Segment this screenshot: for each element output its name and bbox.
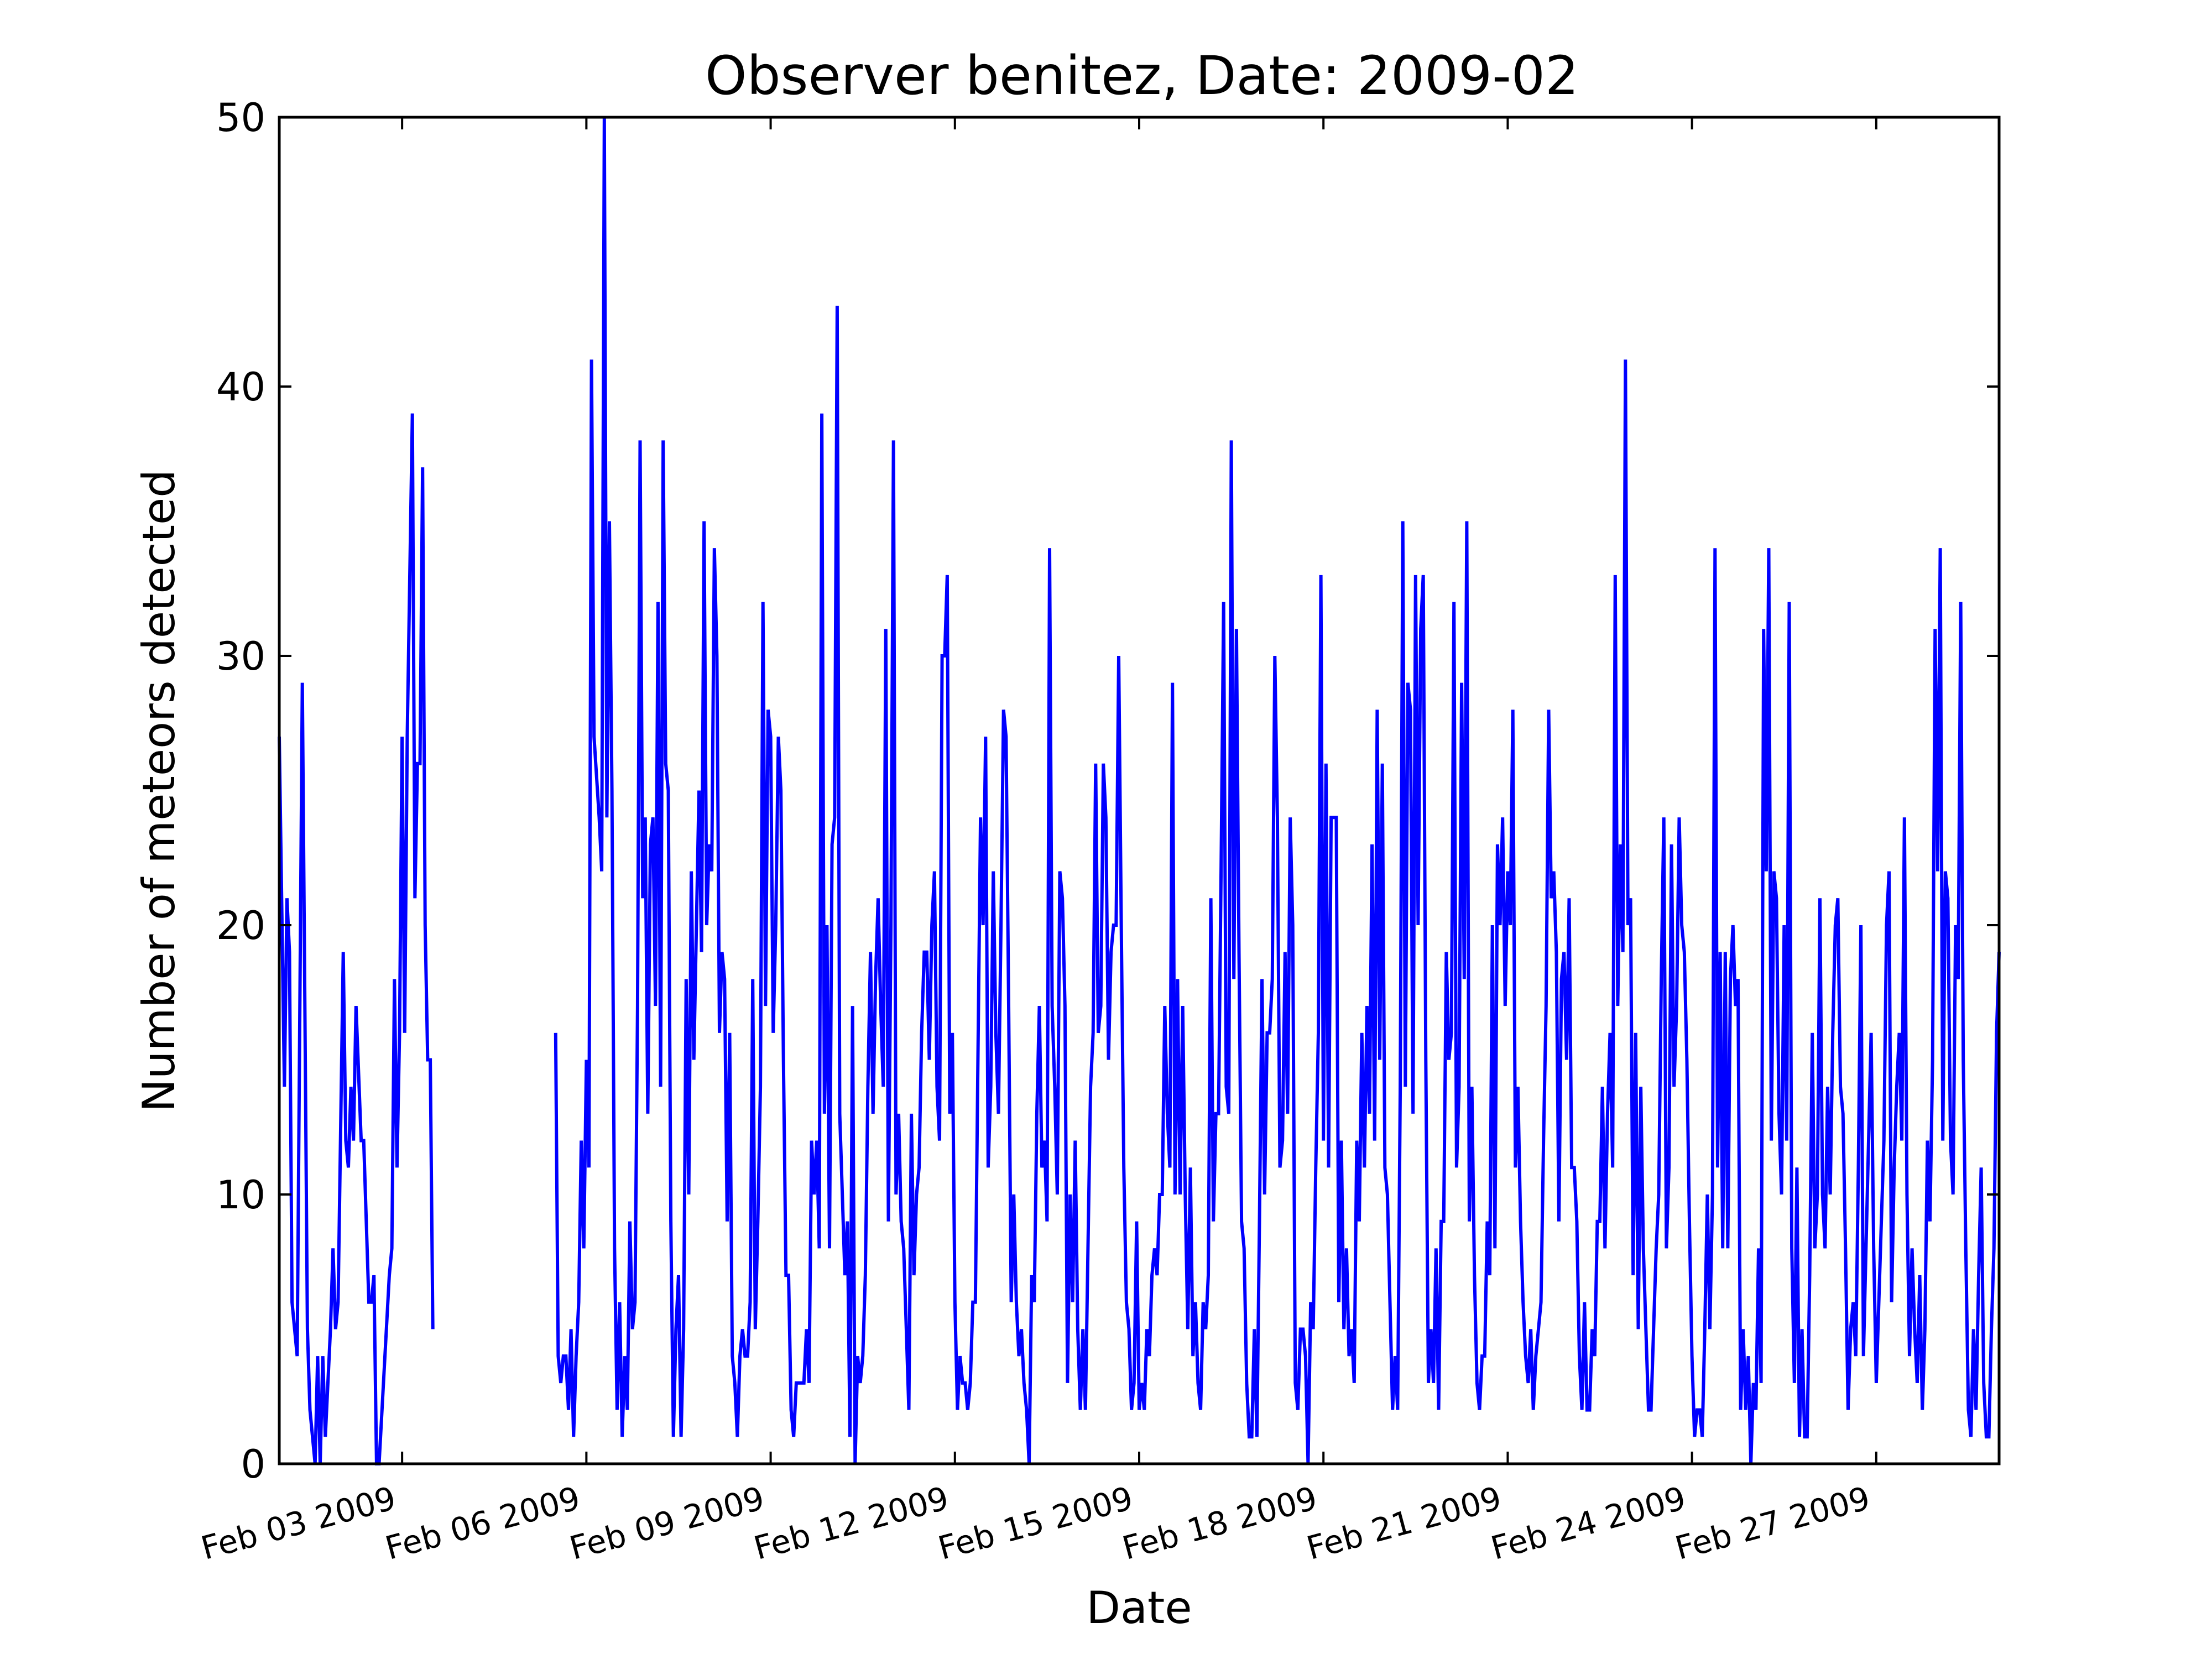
y-tick-label: 40: [216, 364, 265, 410]
y-tick-label: 20: [216, 903, 265, 948]
chart-title: Observer benitez, Date: 2009-02: [705, 45, 1579, 107]
data-line-group: [278, 117, 2001, 1465]
y-tick-label: 10: [216, 1172, 265, 1218]
y-tick-label: 50: [216, 95, 265, 140]
meteor-count-line-segment-2: [554, 117, 2001, 1464]
meteor-count-line-segment-1: [278, 413, 435, 1465]
y-axis-ticks: 0 10 20 30 40 50: [216, 95, 1999, 1487]
y-axis-label: Number of meteors detected: [133, 469, 185, 1112]
x-axis-label: Date: [1086, 1582, 1192, 1634]
y-tick-label: 30: [216, 634, 265, 679]
y-tick-label: 0: [241, 1442, 265, 1487]
